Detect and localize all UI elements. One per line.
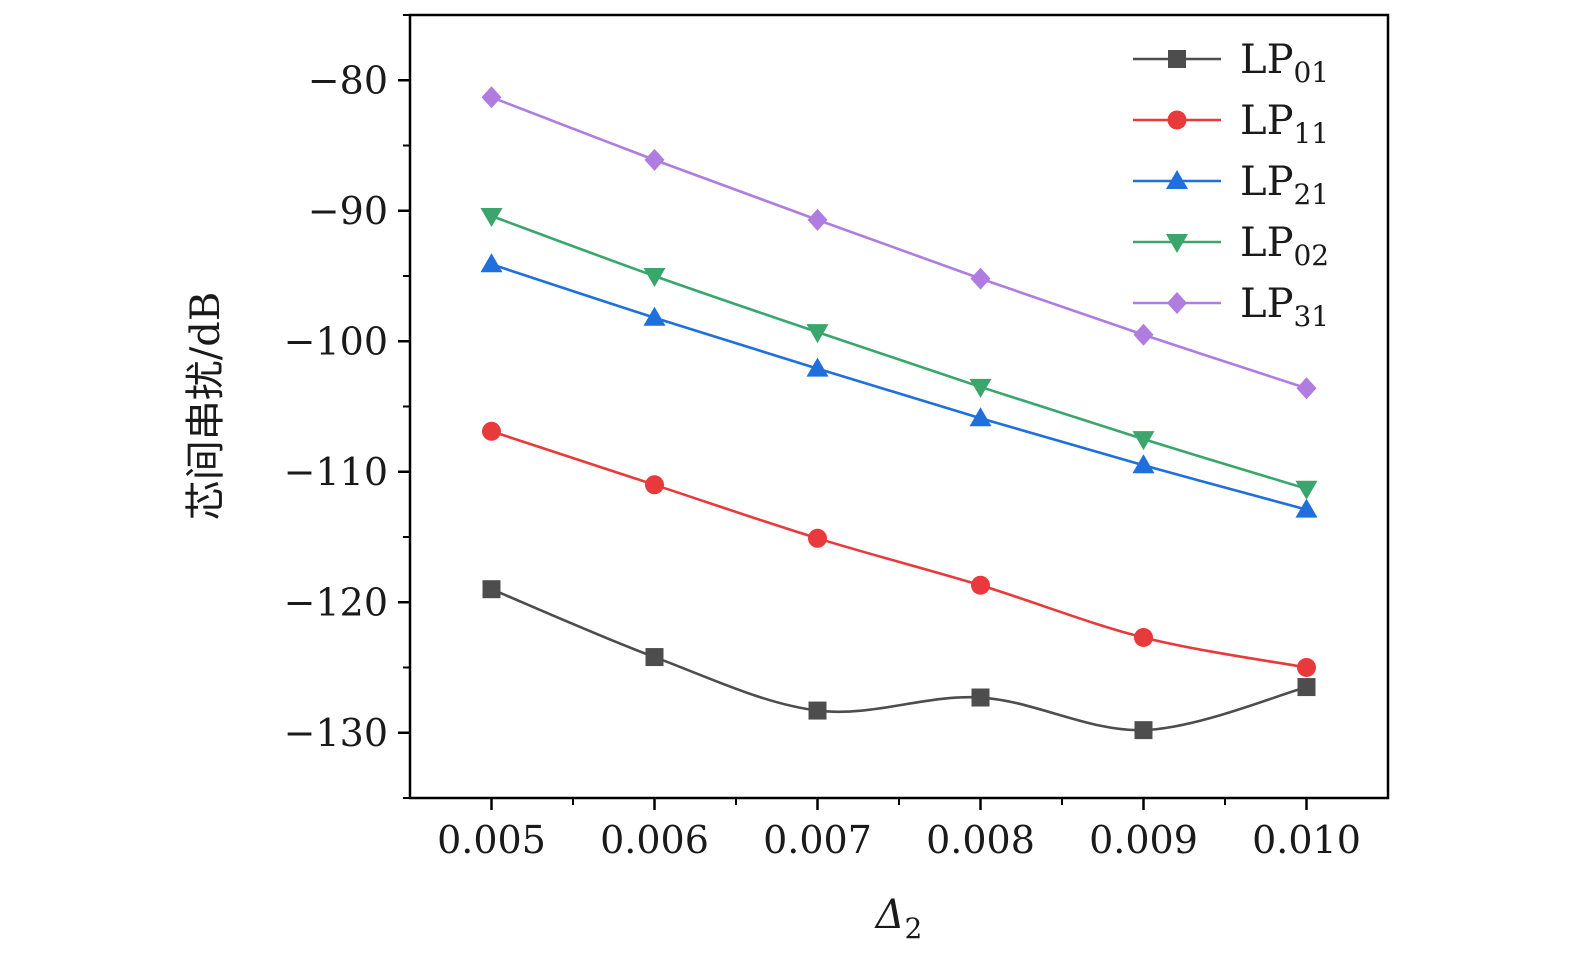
y-tick-label: −110: [284, 450, 388, 494]
data-point-lp01: [645, 648, 664, 667]
x-tick-label: 0.009: [1089, 818, 1198, 862]
y-tick-label: −80: [308, 58, 388, 102]
legend-label: LP02: [1240, 220, 1329, 272]
legend-marker: [1166, 170, 1188, 189]
x-axis-title-subscript: 2: [905, 912, 923, 945]
data-point-lp31: [970, 267, 991, 290]
data-point-lp21: [1132, 454, 1155, 474]
series-line-lp11: [491, 430, 1307, 669]
legend-label-subscript: 02: [1293, 239, 1329, 272]
data-point-lp21: [480, 253, 503, 273]
legend-item: LP02: [1133, 220, 1329, 272]
data-point-lp02: [643, 268, 666, 287]
axis-ticks-layer: [398, 14, 1308, 810]
data-point-lp31: [644, 148, 665, 171]
legend-label-subscript: 01: [1293, 56, 1329, 89]
legend-item: LP01: [1133, 37, 1329, 89]
data-point-lp21: [969, 407, 992, 427]
legend-marker: [1167, 292, 1187, 314]
legend-label: LP01: [1240, 37, 1329, 89]
series-line-lp02: [491, 214, 1307, 490]
legend-label: LP11: [1240, 98, 1329, 150]
legend-item: LP21: [1133, 159, 1329, 211]
data-point-lp01: [971, 688, 990, 707]
tick-labels-layer: 0.005 0.006 0.007 0.008 0.009 0.010 −80 −90 −100…: [284, 58, 1361, 862]
legend-label: LP21: [1240, 159, 1329, 211]
data-point-lp11: [482, 421, 501, 441]
data-point-lp21: [806, 357, 829, 377]
legend-item: LP11: [1133, 98, 1329, 150]
data-point-lp02: [1132, 431, 1155, 451]
legend-item: LP31: [1133, 281, 1329, 333]
y-axis-title: 芯间串扰/dB: [183, 292, 229, 520]
x-axis-title-main: Δ: [874, 892, 905, 938]
data-point-lp21: [643, 306, 666, 326]
data-point-lp21: [1295, 498, 1318, 518]
series-line-lp31: [491, 96, 1307, 390]
legend-label-subscript: 31: [1293, 300, 1329, 333]
series-lines-layer: [491, 96, 1307, 732]
series-line-lp01: [491, 587, 1307, 732]
data-point-lp01: [482, 580, 501, 599]
data-point-lp31: [807, 208, 828, 231]
series-markers-layer: [480, 86, 1318, 740]
data-point-lp02: [480, 207, 503, 227]
data-point-lp11: [971, 575, 990, 595]
x-axis-title: Δ2: [874, 892, 923, 945]
data-point-lp31: [1133, 323, 1154, 346]
legend-marker: [1166, 234, 1188, 253]
legend-marker: [1168, 50, 1186, 68]
data-point-lp11: [808, 528, 827, 548]
legend-label-subscript: 21: [1293, 178, 1329, 211]
legend-marker: [1167, 110, 1187, 130]
data-point-lp31: [481, 86, 502, 109]
legend-label-main: LP: [1240, 159, 1293, 205]
x-tick-label: 0.010: [1252, 818, 1361, 862]
data-point-lp11: [645, 475, 664, 495]
y-tick-label: −100: [284, 319, 388, 363]
data-point-lp11: [1134, 627, 1153, 647]
legend-label-subscript: 11: [1293, 117, 1329, 150]
y-tick-label: −120: [284, 580, 388, 624]
series-line-lp21: [491, 263, 1307, 511]
x-tick-label: 0.006: [600, 818, 709, 862]
data-point-lp02: [1295, 480, 1318, 500]
x-tick-label: 0.005: [437, 818, 546, 862]
legend-label-main: LP: [1240, 281, 1293, 327]
data-point-lp01: [808, 701, 827, 720]
data-point-lp02: [969, 378, 992, 398]
data-point-lp01: [1297, 678, 1316, 697]
legend-label: LP31: [1240, 281, 1329, 333]
legend-label-main: LP: [1240, 98, 1293, 144]
data-point-lp02: [806, 324, 829, 344]
data-point-lp11: [1297, 658, 1316, 677]
data-point-lp31: [1296, 377, 1317, 400]
x-tick-label: 0.007: [763, 818, 872, 862]
data-point-lp01: [1134, 721, 1153, 740]
y-tick-label: −130: [284, 711, 388, 755]
legend-label-main: LP: [1240, 37, 1293, 83]
legend-label-main: LP: [1240, 220, 1293, 266]
y-tick-label: −90: [308, 189, 388, 233]
x-tick-label: 0.008: [926, 818, 1035, 862]
